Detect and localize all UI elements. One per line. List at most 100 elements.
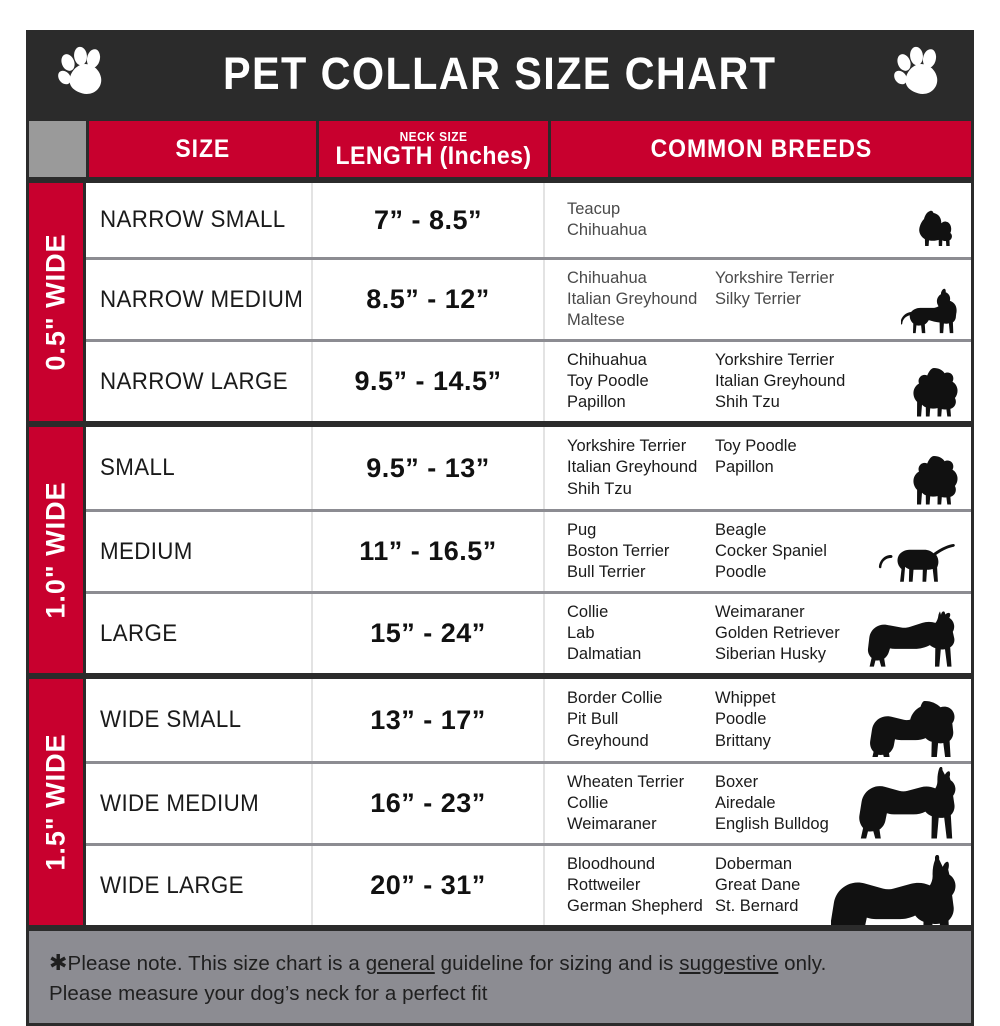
- breed-name: Yorkshire Terrier: [567, 437, 687, 456]
- size-name-text: WIDE MEDIUM: [100, 789, 260, 817]
- breed-column-2: Doberman Great Dane St. Bernard: [715, 854, 863, 917]
- breed-name: Teacup: [567, 199, 621, 218]
- table-row: NARROW SMALL 7” - 8.5” Teacup Chihuahua: [86, 183, 971, 257]
- cell-neck-length: 11” - 16.5”: [313, 512, 545, 591]
- breed-name: English Bulldog: [715, 815, 829, 834]
- group-rows: SMALL 9.5” - 13” Yorkshire Terrier Italian …: [86, 427, 974, 673]
- cell-size-name: WIDE MEDIUM: [86, 764, 313, 843]
- breed-name: Papillon: [715, 458, 774, 477]
- size-name-text: NARROW LARGE: [100, 367, 289, 395]
- breed-name: Whippet: [715, 689, 776, 708]
- breed-name: Border Collie: [567, 689, 663, 708]
- breed-column-1: Bloodhound Rottweiler German Shepherd: [567, 854, 715, 917]
- breed-column-1: Yorkshire Terrier Italian Greyhound Shih T…: [567, 436, 715, 499]
- breed-column-1: Collie Lab Dalmatian: [567, 602, 715, 665]
- breed-name: Papillon: [567, 393, 626, 412]
- cell-common-breeds: Yorkshire Terrier Italian Greyhound Shih T…: [545, 427, 971, 509]
- breed-name: Collie: [567, 602, 609, 621]
- breed-name: Brittany: [715, 731, 771, 750]
- breed-name: Toy Poodle: [715, 437, 797, 456]
- breed-column-2: Whippet Poodle Brittany: [715, 688, 863, 751]
- size-name-text: LARGE: [100, 619, 178, 647]
- breed-name: Yorkshire Terrier: [715, 350, 835, 369]
- cell-neck-length: 15” - 24”: [313, 594, 545, 673]
- table-row: WIDE MEDIUM 16” - 23” Wheaten Terrier Colli…: [86, 761, 971, 843]
- cell-neck-length: 13” - 17”: [313, 679, 545, 761]
- bulldog-silhouette: [867, 695, 963, 757]
- breed-name: Shih Tzu: [567, 479, 632, 498]
- cell-neck-length: 8.5” - 12”: [313, 260, 545, 339]
- breed-column-1: Chihuahua Italian Greyhound Maltese: [567, 268, 715, 331]
- header-length: NECK SIZE LENGTH (Inches): [316, 118, 548, 180]
- footer-text-b: guideline for sizing and is: [434, 952, 680, 975]
- breed-name: Chihuahua: [567, 221, 647, 239]
- cell-size-name: WIDE LARGE: [86, 846, 313, 925]
- footer-underline-suggestive: suggestive: [679, 952, 779, 975]
- table-row: MEDIUM 11” - 16.5” Pug Boston Terrier Bull T…: [86, 509, 971, 591]
- breed-name: Silky Terrier: [715, 289, 801, 308]
- breed-name: Yorkshire Terrier: [715, 268, 835, 287]
- breed-name: Great Dane: [715, 875, 801, 894]
- cell-size-name: LARGE: [86, 594, 313, 673]
- footer-underline-general: general: [365, 952, 435, 975]
- size-name-text: NARROW SMALL: [100, 206, 286, 233]
- size-name-text: WIDE SMALL: [100, 706, 242, 733]
- breed-column-2: Weimaraner Golden Retriever Siberian Husky: [715, 602, 863, 665]
- breed-name: Weimaraner: [715, 602, 805, 621]
- breed-name: Boxer: [715, 772, 759, 791]
- pomeranian-silhouette: [907, 365, 963, 417]
- breed-name: Doberman: [715, 854, 793, 873]
- header-corner-cell: [26, 118, 86, 180]
- breed-name: Poodle: [715, 563, 767, 582]
- size-name-text: NARROW MEDIUM: [100, 285, 304, 313]
- table-row: LARGE 15” - 24” Collie Lab Dalmatian Weimaran…: [86, 591, 971, 673]
- breed-name: Wheaten Terrier: [567, 772, 685, 791]
- cell-common-breeds: Teacup Chihuahua: [545, 183, 971, 257]
- cell-neck-length: 7” - 8.5”: [313, 183, 545, 257]
- group-rows: WIDE SMALL 13” - 17” Border Collie Pit Bull…: [86, 679, 974, 951]
- page-title: PET COLLAR SIZE CHART: [223, 48, 777, 99]
- boxer-silhouette: [859, 767, 963, 839]
- pet-collar-size-chart: PET COLLAR SIZE CHART SIZE NECK SIZE LEN…: [26, 30, 974, 1026]
- breed-column-2: Yorkshire Terrier Silky Terrier: [715, 268, 863, 331]
- breed-column-2: Toy Poodle Papillon: [715, 436, 863, 499]
- cell-neck-length: 16” - 23”: [313, 764, 545, 843]
- pomeranian-silhouette: [907, 453, 963, 505]
- breed-name: Bull Terrier: [567, 563, 646, 582]
- breed-name: Weimaraner: [567, 815, 657, 834]
- size-group: 1.5" WIDE WIDE SMALL 13” - 17” Border Colli…: [26, 673, 974, 951]
- size-group: 1.0" WIDE SMALL 9.5” - 13” Yorkshire Terrie…: [26, 421, 974, 673]
- cell-common-breeds: Wheaten Terrier Collie Weimaraner Boxer Aire…: [545, 764, 971, 843]
- cell-common-breeds: Pug Boston Terrier Bull Terrier Beagle Cocke…: [545, 512, 971, 591]
- group-width-label: 1.5" WIDE: [26, 679, 86, 925]
- breed-column-2: Beagle Cocker Spaniel Poodle: [715, 520, 863, 583]
- footer-line-1: ✱Please note. This size chart is a gener…: [49, 947, 951, 979]
- breed-name: Beagle: [715, 520, 767, 539]
- chihuahua-silhouette: [901, 287, 963, 335]
- size-table: SIZE NECK SIZE LENGTH (Inches) COMMON BR…: [26, 118, 974, 951]
- breed-column-1: Teacup Chihuahua: [567, 199, 715, 241]
- table-row: WIDE SMALL 13” - 17” Border Collie Pit Bull…: [86, 679, 971, 761]
- breed-column-2: [715, 199, 863, 241]
- cell-size-name: MEDIUM: [86, 512, 313, 591]
- breed-name: Rottweiler: [567, 875, 641, 894]
- breed-name: St. Bernard: [715, 897, 799, 916]
- cell-common-breeds: Border Collie Pit Bull Greyhound Whippet Poo…: [545, 679, 971, 761]
- table-row: SMALL 9.5” - 13” Yorkshire Terrier Italian …: [86, 427, 971, 509]
- breed-name: Dalmatian: [567, 645, 642, 664]
- paw-icon: [54, 44, 110, 102]
- breed-name: Italian Greyhound: [715, 371, 846, 390]
- size-name-text: WIDE LARGE: [100, 871, 244, 899]
- breed-column-1: Pug Boston Terrier Bull Terrier: [567, 520, 715, 583]
- footer-text-c: only.: [778, 952, 827, 975]
- breed-name: Lab: [567, 623, 595, 642]
- chart-title-bar: PET COLLAR SIZE CHART: [26, 30, 974, 118]
- footer-note: ✱Please note. This size chart is a gener…: [26, 925, 974, 1026]
- breed-name: Airedale: [715, 793, 776, 812]
- breed-name: Pug: [567, 520, 597, 539]
- asterisk-icon: ✱: [49, 950, 68, 975]
- cell-neck-length: 9.5” - 14.5”: [313, 342, 545, 421]
- header-size: SIZE: [86, 118, 316, 180]
- breed-name: Boston Terrier: [567, 541, 670, 560]
- breed-column-2: Yorkshire Terrier Italian Greyhound Shih T…: [715, 350, 863, 413]
